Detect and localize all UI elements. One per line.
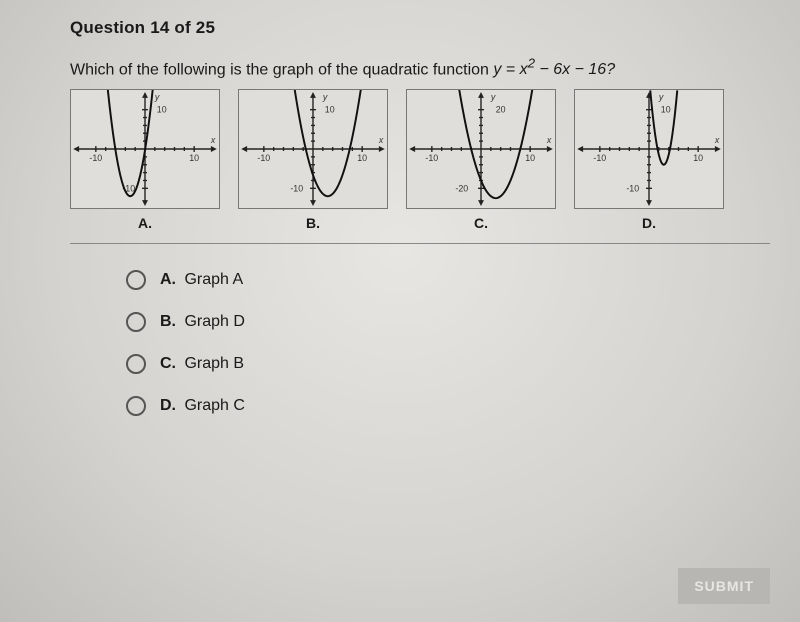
graph-label: B. bbox=[306, 215, 320, 231]
svg-text:10: 10 bbox=[157, 105, 167, 115]
option-c[interactable]: C. Graph B bbox=[126, 354, 770, 374]
option-label: B. Graph D bbox=[160, 313, 245, 331]
svg-text:x: x bbox=[714, 135, 720, 145]
svg-text:y: y bbox=[154, 92, 160, 102]
graph-frame: -10 10 -20 20y x bbox=[406, 89, 556, 209]
svg-text:10: 10 bbox=[357, 153, 367, 163]
svg-text:-10: -10 bbox=[593, 153, 606, 163]
svg-text:20: 20 bbox=[496, 105, 506, 115]
prompt-lead: Which of the following is the graph of t… bbox=[70, 61, 493, 78]
svg-text:y: y bbox=[322, 92, 328, 102]
svg-text:y: y bbox=[490, 92, 496, 102]
svg-text:-10: -10 bbox=[626, 184, 639, 194]
svg-text:-20: -20 bbox=[455, 184, 468, 194]
svg-text:10: 10 bbox=[525, 153, 535, 163]
graph-label: D. bbox=[642, 215, 656, 231]
svg-text:10: 10 bbox=[661, 105, 671, 115]
svg-text:x: x bbox=[546, 135, 552, 145]
svg-text:x: x bbox=[378, 135, 384, 145]
radio-icon[interactable] bbox=[126, 396, 146, 416]
option-label: C. Graph B bbox=[160, 355, 244, 373]
graph-frame: -10 10 -10 10 y x bbox=[238, 89, 388, 209]
question-prompt: Which of the following is the graph of t… bbox=[70, 56, 770, 79]
option-label: A. Graph A bbox=[160, 271, 243, 289]
prompt-equation: y = x2 − 6x − 16? bbox=[493, 61, 615, 78]
svg-text:-10: -10 bbox=[290, 184, 303, 194]
graph-label: A. bbox=[138, 215, 152, 231]
svg-text:-10: -10 bbox=[425, 153, 438, 163]
option-b[interactable]: B. Graph D bbox=[126, 312, 770, 332]
graph-wrap-c: -10 10 -20 20y x C. bbox=[406, 89, 556, 231]
graph-frame: -1010-1010yx bbox=[70, 89, 220, 209]
options-list: A. Graph A B. Graph D C. Graph B D. Graph C bbox=[126, 270, 770, 416]
graph-label: C. bbox=[474, 215, 488, 231]
option-a[interactable]: A. Graph A bbox=[126, 270, 770, 290]
graph-wrap-d: -10 10 -10 10 y x D. bbox=[574, 89, 724, 231]
svg-text:10: 10 bbox=[693, 153, 703, 163]
svg-text:10: 10 bbox=[189, 153, 199, 163]
svg-text:-10: -10 bbox=[257, 153, 270, 163]
option-label: D. Graph C bbox=[160, 397, 245, 415]
question-header: Question 14 of 25 bbox=[70, 18, 770, 38]
option-d[interactable]: D. Graph C bbox=[126, 396, 770, 416]
graphs-row: -1010-1010yxA.-1010-1010yxB.-1010-2020yx… bbox=[70, 89, 770, 231]
radio-icon[interactable] bbox=[126, 354, 146, 374]
svg-text:x: x bbox=[210, 135, 216, 145]
divider bbox=[70, 243, 770, 244]
svg-text:-10: -10 bbox=[89, 153, 102, 163]
radio-icon[interactable] bbox=[126, 270, 146, 290]
svg-text:10: 10 bbox=[325, 105, 335, 115]
graph-wrap-b: -10 10 -10 10 y x B. bbox=[238, 89, 388, 231]
radio-icon[interactable] bbox=[126, 312, 146, 332]
submit-button[interactable]: SUBMIT bbox=[678, 568, 770, 604]
graph-wrap-a: -1010-1010yxA. bbox=[70, 89, 220, 231]
graph-frame: -10 10 -10 10 y x bbox=[574, 89, 724, 209]
svg-text:y: y bbox=[658, 92, 664, 102]
